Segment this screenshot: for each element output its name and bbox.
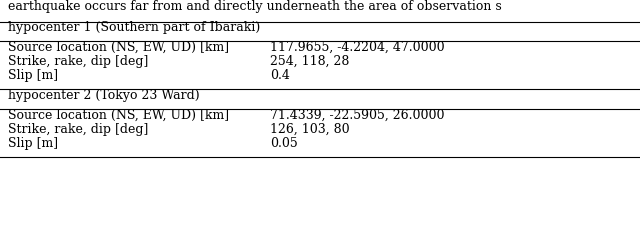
Text: earthquake occurs far from and directly underneath the area of observation s: earthquake occurs far from and directly … <box>8 0 502 13</box>
Text: 254, 118, 28: 254, 118, 28 <box>270 55 349 68</box>
Text: Strike, rake, dip [deg]: Strike, rake, dip [deg] <box>8 55 148 68</box>
Text: 0.05: 0.05 <box>270 137 298 150</box>
Text: 0.4: 0.4 <box>270 69 290 82</box>
Text: hypocenter 1 (Southern part of Ibaraki): hypocenter 1 (Southern part of Ibaraki) <box>8 21 260 34</box>
Text: Strike, rake, dip [deg]: Strike, rake, dip [deg] <box>8 123 148 136</box>
Text: 117.9655, -4.2204, 47.0000: 117.9655, -4.2204, 47.0000 <box>270 41 445 54</box>
Text: 71.4339, -22.5905, 26.0000: 71.4339, -22.5905, 26.0000 <box>270 109 445 122</box>
Text: hypocenter 2 (Tokyo 23 Ward): hypocenter 2 (Tokyo 23 Ward) <box>8 89 200 102</box>
Text: Source location (NS, EW, UD) [km]: Source location (NS, EW, UD) [km] <box>8 109 229 122</box>
Text: Source location (NS, EW, UD) [km]: Source location (NS, EW, UD) [km] <box>8 41 229 54</box>
Text: 126, 103, 80: 126, 103, 80 <box>270 123 349 136</box>
Text: Slip [m]: Slip [m] <box>8 137 58 150</box>
Text: Slip [m]: Slip [m] <box>8 69 58 82</box>
